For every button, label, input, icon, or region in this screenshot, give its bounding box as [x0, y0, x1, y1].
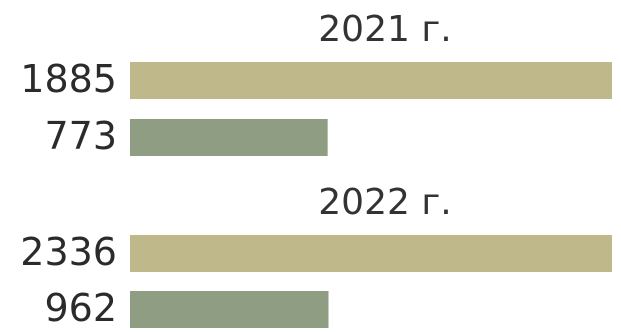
bar: [130, 235, 612, 272]
bar-value-label: 773: [44, 114, 117, 158]
bar-value-label: 1885: [20, 57, 117, 101]
group-title: 2021 г.: [318, 9, 451, 50]
group-title: 2022 г.: [318, 182, 451, 223]
bar-value-label: 2336: [20, 230, 117, 274]
bar-value-label: 962: [44, 286, 117, 330]
bar: [130, 119, 328, 156]
bar: [130, 62, 612, 99]
bar: [130, 291, 329, 328]
